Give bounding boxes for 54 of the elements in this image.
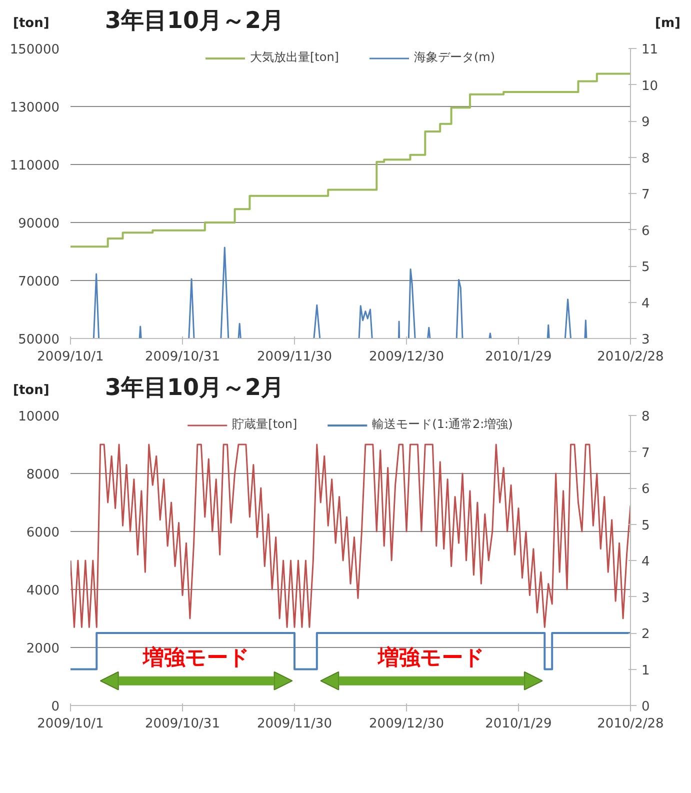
x-tick-label: 2010/2/28 xyxy=(597,350,664,364)
y2-tick-label: 5 xyxy=(642,260,650,275)
annotation: 増強モード xyxy=(377,646,486,670)
y-tick-label: 0 xyxy=(51,700,60,714)
x-tick-label: 2010/2/28 xyxy=(597,716,664,732)
y2-tick-label: 4 xyxy=(642,296,650,312)
y-tick-label: 70000 xyxy=(18,274,60,290)
chart-title: 3年目10月～2月 xyxy=(105,374,284,403)
x-tick-label: 2010/1/29 xyxy=(485,350,552,364)
y2-tick-label: 3 xyxy=(642,332,650,348)
y2-axis-title: [m] xyxy=(655,15,680,33)
x-tick-label: 2009/10/31 xyxy=(145,350,220,364)
y2-tick-label: 2 xyxy=(642,627,650,642)
y2-tick-label: 10 xyxy=(642,78,658,94)
y-tick-label: 10000 xyxy=(18,410,60,424)
legend-label: 貯蔵量[ton] xyxy=(232,416,298,433)
legend-label: 海象データ(m) xyxy=(414,49,496,66)
y-tick-label: 130000 xyxy=(10,100,60,116)
y2-tick-label: 0 xyxy=(642,700,650,714)
y2-tick-label: 7 xyxy=(642,446,650,461)
x-tick-label: 2010/1/29 xyxy=(485,716,552,732)
y-tick-label: 150000 xyxy=(10,42,60,58)
x-tick-label: 2009/11/30 xyxy=(257,716,332,732)
y-tick-label: 6000 xyxy=(26,526,60,540)
y-axis-title: [ton] xyxy=(13,382,50,400)
y2-tick-label: 5 xyxy=(642,518,650,534)
x-tick-label: 2009/10/31 xyxy=(145,716,220,732)
legend-label: 輸送モード(1:通常2:増強) xyxy=(372,416,513,433)
y-tick-label: 50000 xyxy=(18,332,60,348)
y2-tick-label: 3 xyxy=(642,590,650,606)
y-tick-label: 90000 xyxy=(18,216,60,232)
y2-tick-label: 8 xyxy=(642,410,650,424)
line-series xyxy=(70,444,630,628)
y-tick-label: 110000 xyxy=(10,158,60,174)
y2-tick-label: 9 xyxy=(642,115,650,130)
x-tick-label: 2009/11/30 xyxy=(257,350,332,364)
y2-tick-label: 6 xyxy=(642,224,650,239)
y2-tick-label: 7 xyxy=(642,188,650,202)
y-tick-label: 4000 xyxy=(26,584,60,598)
y-axis-title: [ton] xyxy=(13,15,50,33)
y2-tick-label: 6 xyxy=(642,482,650,497)
x-tick-label: 2009/10/1 xyxy=(37,350,104,364)
x-tick-label: 2009/12/30 xyxy=(369,716,444,732)
y-tick-label: 8000 xyxy=(26,468,60,482)
y2-tick-label: 8 xyxy=(642,151,650,166)
y2-tick-label: 1 xyxy=(642,663,650,678)
x-tick-label: 2009/12/30 xyxy=(369,350,444,364)
y2-tick-label: 11 xyxy=(642,42,658,58)
y2-tick-label: 4 xyxy=(642,554,650,570)
annotation: 増強モード xyxy=(142,646,250,670)
y-tick-label: 2000 xyxy=(26,642,60,656)
x-tick-label: 2009/10/1 xyxy=(37,716,104,732)
legend-label: 大気放出量[ton] xyxy=(250,49,339,66)
chart-title: 3年目10月～2月 xyxy=(105,7,284,36)
